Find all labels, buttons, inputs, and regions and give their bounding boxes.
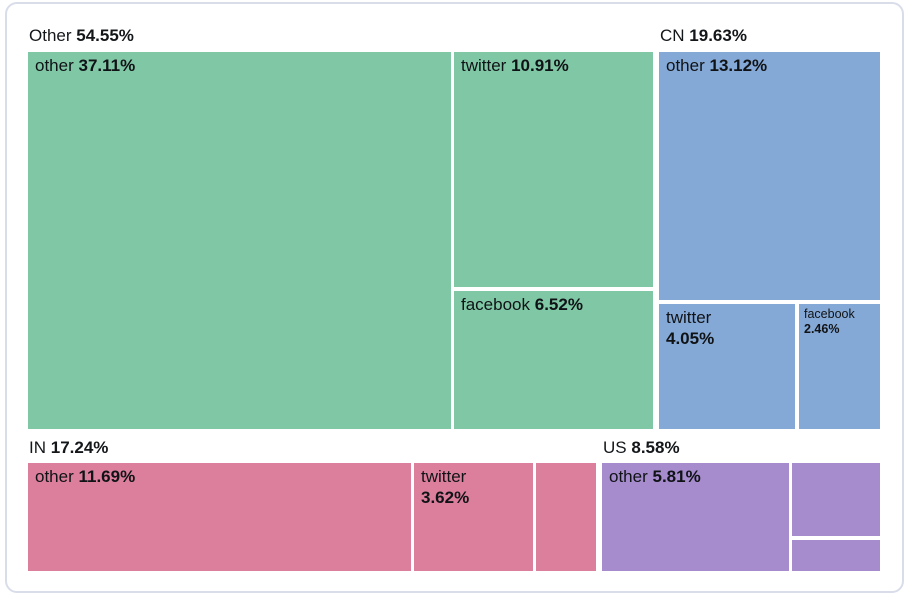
cell-name: twitter [666, 308, 712, 327]
treemap-group-header-cn: CN 19.63% [660, 26, 747, 46]
group-name: US [603, 438, 627, 457]
treemap-cell-in-unlabeled[interactable] [536, 463, 596, 571]
cell-percent: 10.91% [511, 56, 569, 75]
cell-percent: 13.12% [709, 56, 768, 75]
group-name: CN [660, 26, 685, 45]
cell-name: twitter [461, 56, 507, 75]
treemap-cell-in-other[interactable]: other 11.69% [28, 463, 411, 571]
cell-name: facebook [804, 307, 855, 321]
cell-percent: 4.05% [666, 329, 715, 348]
cell-name: other [666, 56, 705, 75]
treemap-group-header-in: IN 17.24% [29, 438, 108, 458]
treemap-group-header-us: US 8.58% [603, 438, 680, 458]
cell-percent: 5.81% [652, 467, 701, 486]
treemap-cell-us-other[interactable]: other 5.81% [602, 463, 789, 571]
treemap-cell-in-twitter[interactable]: twitter 3.62% [414, 463, 533, 571]
treemap-cell-us-unlabeled-1[interactable] [792, 463, 880, 536]
treemap-cell-cn-facebook[interactable]: facebook 2.46% [799, 304, 880, 429]
group-percent: 54.55% [76, 26, 134, 45]
treemap-group-header-other: Other 54.55% [29, 26, 134, 46]
treemap-cell-other-twitter[interactable]: twitter 10.91% [454, 52, 653, 287]
group-percent: 19.63% [689, 26, 747, 45]
cell-percent: 2.46% [804, 322, 840, 336]
cell-name: other [35, 56, 74, 75]
group-name: Other [29, 26, 72, 45]
group-percent: 17.24% [50, 438, 109, 457]
treemap-cell-other-facebook[interactable]: facebook 6.52% [454, 291, 653, 429]
cell-percent: 37.11% [78, 56, 136, 75]
treemap-cell-us-unlabeled-2[interactable] [792, 540, 880, 571]
cell-percent: 6.52% [534, 295, 583, 314]
treemap-cell-cn-twitter[interactable]: twitter 4.05% [659, 304, 795, 429]
cell-name: other [35, 467, 74, 486]
treemap-cell-cn-other[interactable]: other 13.12% [659, 52, 880, 300]
group-percent: 8.58% [631, 438, 680, 457]
cell-name: other [609, 467, 648, 486]
cell-name: twitter [421, 467, 467, 486]
cell-name: facebook [461, 295, 530, 314]
group-name: IN [29, 438, 46, 457]
cell-percent: 3.62% [421, 488, 470, 507]
cell-percent: 11.69% [78, 467, 136, 486]
treemap-cell-other-other[interactable]: other 37.11% [28, 52, 451, 429]
